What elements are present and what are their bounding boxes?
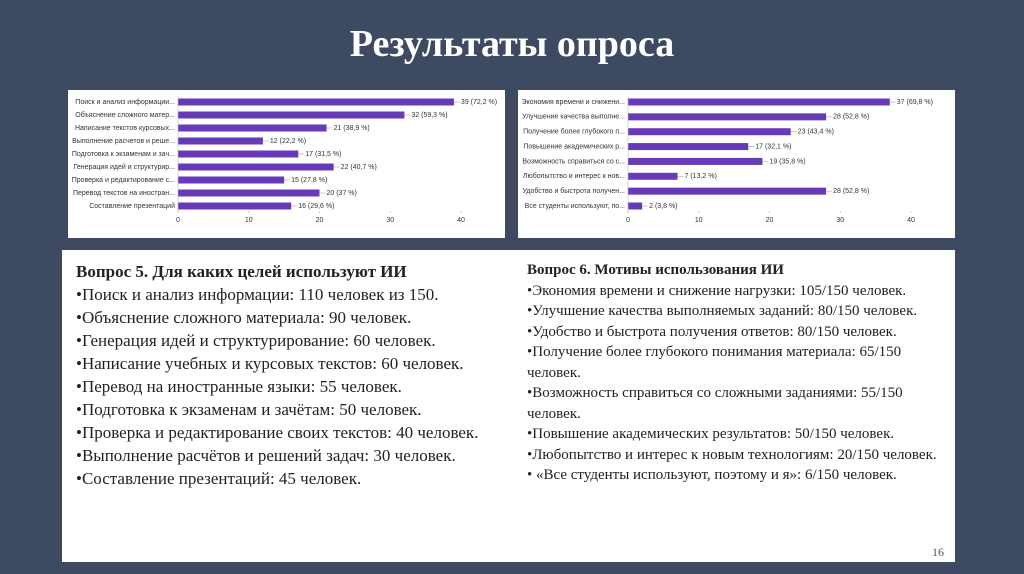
bullet: •Написание учебных и курсовых текстов: 6…: [76, 354, 464, 373]
category-label: Поиск и анализ информации...: [75, 99, 175, 106]
bullet: •Улучшение качества выполняемых заданий:…: [527, 303, 918, 319]
value-label: 12 (22,2 %): [270, 138, 306, 145]
bar: [178, 150, 299, 158]
bar: [628, 98, 890, 106]
x-tick-label: 20: [766, 217, 774, 224]
category-label: Объяснение сложного матер...: [75, 111, 175, 119]
value-label: 7 (13,2 %): [685, 173, 717, 180]
bar: [628, 157, 763, 165]
chart: 0 10 20 30 40 Поиск и анализ информации... 39 …: [68, 90, 505, 238]
bullet: •Получение более глубокого понимания мат…: [527, 344, 902, 381]
category-label: Получение более глубокого п...: [523, 128, 625, 136]
category-label: Улучшение качества выполне...: [522, 114, 625, 121]
bullet: •Поиск и анализ информации: 110 человек …: [76, 285, 439, 304]
category-label: Все студенты используют, по...: [525, 203, 625, 210]
category-label: Перевод текстов на иностран...: [73, 190, 175, 197]
value-label: 22 (40,7 %): [341, 164, 377, 171]
bullet: •Удобство и быстрота получения ответов: …: [527, 323, 897, 340]
bullet: • «Все студенты используют, поэтому и я»…: [527, 467, 897, 483]
heading: Вопрос 6. Мотивы использования ИИ: [527, 262, 784, 278]
bullet: •Повышение академических результатов: 50…: [527, 426, 895, 442]
bar: [178, 137, 263, 145]
page-number: 16: [932, 545, 944, 559]
bullet: •Генерация идей и структурирование: 60 ч…: [76, 331, 436, 350]
x-tick-label: 20: [316, 217, 324, 224]
value-label: 2 (3,8 %): [649, 203, 677, 210]
x-tick-label: 40: [907, 217, 915, 224]
bar: [628, 172, 678, 180]
value-label: 21 (38,9 %): [334, 125, 370, 132]
category-label: Подготовка к экзаменам и зач...: [72, 151, 175, 158]
x-tick-label: 30: [386, 217, 394, 224]
bar: [178, 202, 292, 210]
category-label: Составление презентаций: [89, 202, 175, 210]
category-label: Любопытство и интерес к нов...: [523, 172, 625, 180]
bar: [628, 113, 827, 121]
value-label: 17 (32,1 %): [755, 143, 791, 150]
content-panel: [62, 250, 955, 562]
category-label: Проверка и редактирование с...: [72, 177, 175, 184]
bullet: •Любопытство и интерес к новым технологи…: [527, 446, 937, 463]
value-label: 28 (52,8 %): [833, 188, 869, 195]
value-label: 23 (43,4 %): [798, 129, 834, 136]
bar: [178, 176, 285, 184]
bullet: •Выполнение расчётов и решений задач: 30…: [76, 446, 456, 465]
category-label: Возможность справиться со с...: [522, 158, 625, 165]
bullet: •Проверка и редактирование своих текстов…: [76, 423, 479, 442]
bar: [178, 111, 405, 119]
chart: 0 10 20 30 40 Экономия времени и снижени... 37…: [518, 90, 955, 238]
x-tick-label: 30: [836, 217, 844, 224]
value-label: 32 (59,3 %): [411, 112, 447, 119]
value-label: 28 (52,8 %): [833, 114, 869, 121]
x-tick-label: 10: [695, 217, 703, 224]
category-label: Экономия времени и снижени...: [521, 99, 625, 106]
value-label: 39 (72,2 %): [461, 99, 497, 106]
category-label: Генерация идей и структурир...: [74, 163, 175, 171]
bullet: •Составление презентаций: 45 человек.: [76, 469, 362, 488]
question-6: Вопрос 6. Мотивы использования ИИ •Эконом…: [527, 260, 955, 486]
x-tick-label: 10: [245, 217, 253, 224]
bullet: •Перевод на иностранные языки: 55 челове…: [76, 377, 402, 396]
bar: [628, 143, 749, 151]
bar: [628, 202, 643, 210]
bar: [178, 189, 320, 197]
bar: [628, 128, 791, 136]
bar: [178, 163, 334, 171]
category-label: Выполнение расчетов и реше...: [72, 138, 175, 145]
bullet: •Экономия времени и снижение нагрузки: 1…: [527, 282, 907, 299]
value-label: 20 (37 %): [327, 190, 357, 197]
value-label: 16 (29,6 %): [298, 203, 334, 210]
category-label: Удобство и быстрота получен...: [522, 187, 625, 195]
bullet: •Объяснение сложного материала: 90 челов…: [76, 308, 412, 327]
x-tick-label: 40: [457, 217, 465, 224]
category-label: Повышение академических р...: [523, 143, 625, 150]
bullet: •Возможность справиться со сложными зада…: [527, 385, 903, 422]
x-tick-label: 0: [176, 217, 180, 224]
bar: [178, 124, 327, 132]
category-label: Написание текстов курсовых...: [75, 125, 175, 132]
heading: Вопрос 5. Для каких целей используют ИИ: [76, 262, 407, 281]
bullet: •Подготовка к экзаменам и зачётам: 50 че…: [76, 400, 422, 419]
slide-title: Результаты опроса: [349, 23, 675, 65]
question-5: Вопрос 5. Для каких целей используют ИИ •…: [76, 260, 506, 490]
value-label: 15 (27,8 %): [291, 177, 327, 184]
value-label: 17 (31,5 %): [305, 151, 341, 158]
x-tick-label: 0: [626, 217, 630, 224]
bar: [628, 187, 827, 195]
value-label: 19 (35,8 %): [769, 158, 805, 165]
bar: [178, 98, 454, 106]
value-label: 37 (69,8 %): [897, 99, 933, 106]
